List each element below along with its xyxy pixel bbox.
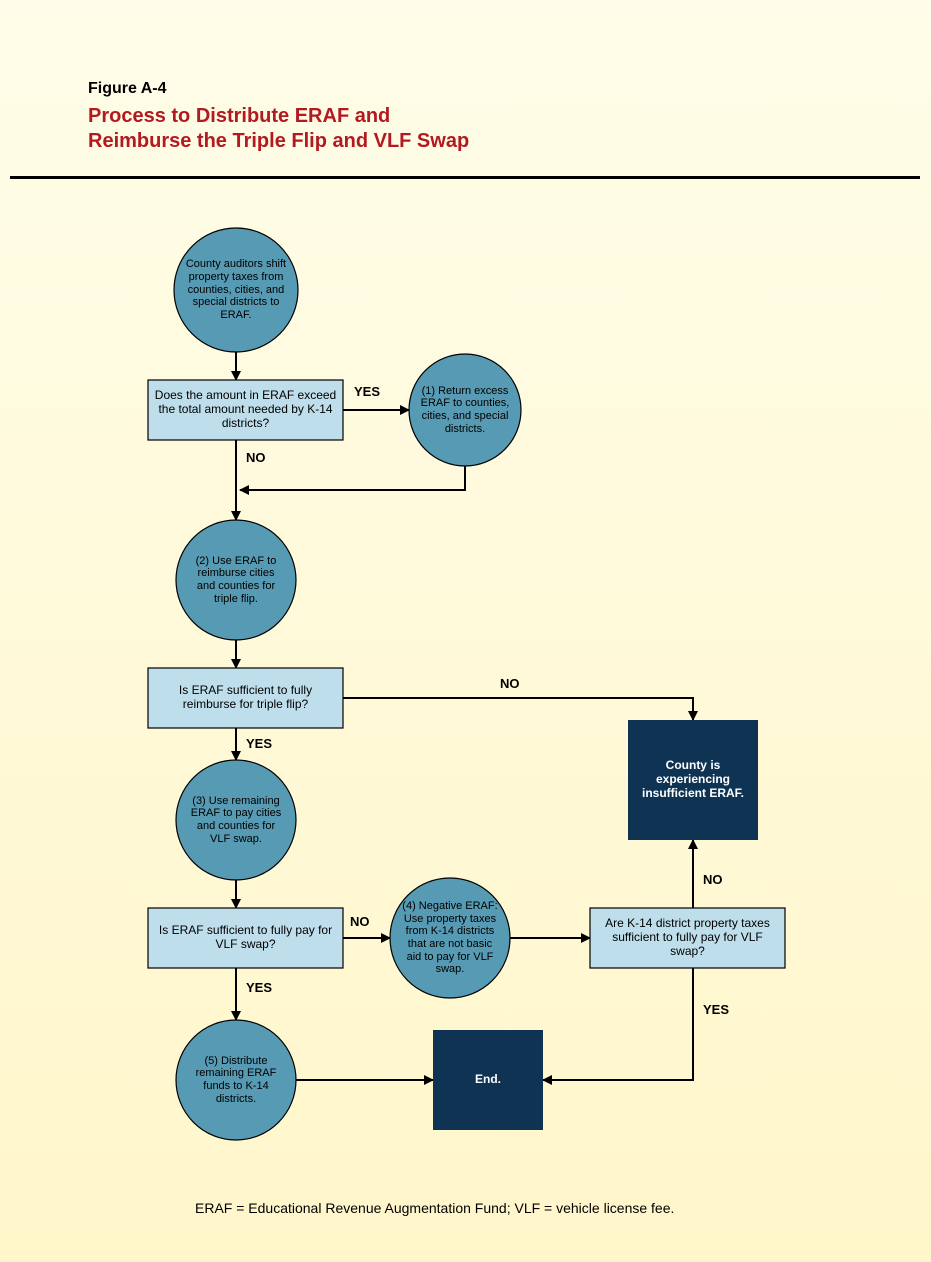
edge-c1-merge — [240, 466, 465, 490]
figure-page: Figure A-4 Process to Distribute ERAF an… — [0, 0, 931, 1262]
node-c2 — [176, 520, 296, 640]
node-insuff — [628, 720, 758, 840]
node-c1 — [409, 354, 521, 466]
node-q3 — [148, 908, 343, 968]
node-q2 — [148, 668, 343, 728]
node-end — [433, 1030, 543, 1130]
node-c4 — [390, 878, 510, 998]
node-c3 — [176, 760, 296, 880]
edge-q4-yes — [543, 968, 693, 1080]
figure-footnote: ERAF = Educational Revenue Augmentation … — [195, 1200, 674, 1216]
flowchart-svg — [0, 0, 931, 1262]
node-start — [174, 228, 298, 352]
node-c5 — [176, 1020, 296, 1140]
node-q1 — [148, 380, 343, 440]
edge-q2-no — [343, 698, 693, 720]
node-q4 — [590, 908, 785, 968]
